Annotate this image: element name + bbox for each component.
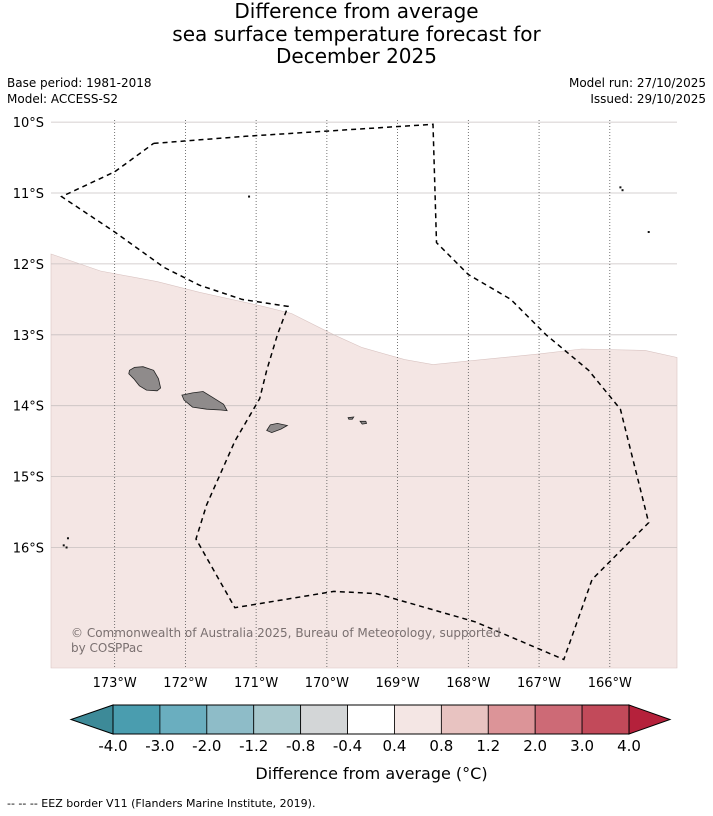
lon-tick-label: 168°W [446, 676, 490, 691]
colorbar-bin [300, 704, 348, 735]
island-upolu [181, 391, 228, 412]
colorbar-tick-label: -3.0 [145, 737, 174, 755]
colorbar-bin [394, 704, 442, 735]
island-tutuila [266, 422, 289, 434]
islet [647, 231, 650, 234]
issued-date: Issued: 29/10/2025 [590, 92, 706, 106]
colorbar-tick-label: 0.8 [429, 737, 453, 755]
colorbar-tick-label: -1.2 [239, 737, 268, 755]
islands [62, 186, 650, 549]
colorbar-tick-label: -0.8 [286, 737, 315, 755]
island-tau [359, 420, 368, 425]
chart-title: Difference from average sea surface temp… [0, 0, 713, 68]
colorbar-high-extend [628, 704, 672, 735]
colorbar-bin [347, 704, 395, 735]
axis-tick-labels: 10°S 11°S 12°S 13°S 14°S 15°S 16°S 173°W 172°W 17… [13, 116, 632, 691]
colorbar-bin [206, 704, 255, 735]
colorbar-bin [112, 704, 161, 735]
colorbar-tick-label: 3.0 [570, 737, 594, 755]
lat-tick-label: 12°S [13, 258, 44, 273]
colorbar-bin [581, 704, 630, 735]
colorbar-label: Difference from average (°C) [255, 764, 488, 783]
lat-tick-label: 15°S [13, 471, 44, 486]
colorbar-tick-label: -2.0 [192, 737, 221, 755]
eez-footnote: -- -- -- EEZ border V11 (Flanders Marine… [7, 797, 316, 810]
colorbar-tick-label: 1.2 [476, 737, 500, 755]
lon-tick-label: 169°W [376, 676, 420, 691]
run-info-left: Base period: 1981-2018 Model: ACCESS-S2 [7, 75, 152, 107]
lat-tick-label: 11°S [13, 187, 44, 202]
islet [62, 544, 65, 547]
lon-tick-label: 172°W [163, 676, 207, 691]
islet [65, 546, 68, 549]
copyright-notice: © Commonwealth of Australia 2025, Bureau… [71, 626, 501, 655]
colorbar: -4.0 -3.0 -2.0 -1.2 -0.8 -0.4 0.4 0.8 1.2 2.0 3.0 4… [69, 704, 672, 755]
lat-tick-label: 13°S [13, 329, 44, 344]
colorbar-low-extend [69, 704, 114, 735]
colorbar-tick-label: 0.4 [383, 737, 407, 755]
colorbar-bin [253, 704, 302, 735]
lon-tick-label: 166°W [588, 676, 632, 691]
lat-tick-label: 16°S [13, 541, 44, 556]
base-period: Base period: 1981-2018 [7, 76, 152, 90]
lat-tick-label: 14°S [13, 400, 44, 415]
islet [621, 189, 624, 192]
title-line-3: December 2025 [276, 44, 437, 68]
colorbar-bin [534, 704, 583, 735]
colorbar-tick-label: 4.0 [617, 737, 641, 755]
colorbar-tick-label: -4.0 [98, 737, 127, 755]
colorbar-bin [487, 704, 536, 735]
colorbar-tick-label: -0.4 [333, 737, 362, 755]
lon-tick-label: 173°W [93, 676, 137, 691]
island-ofu-olosega [347, 416, 355, 420]
island-savaii [128, 366, 162, 392]
lon-tick-label: 167°W [517, 676, 561, 691]
colorbar-outline [112, 704, 630, 735]
colorbar-tick-label: 2.0 [523, 737, 547, 755]
islet [619, 186, 622, 189]
lat-tick-label: 10°S [13, 116, 44, 131]
graticule [51, 120, 677, 668]
islet [248, 195, 251, 198]
model-run-date: Model run: 27/10/2025 [568, 76, 706, 90]
colorbar-bin [159, 704, 208, 735]
colorbar-bin [440, 704, 489, 735]
model-name: Model: ACCESS-S2 [7, 92, 119, 106]
title-line-2: sea surface temperature forecast for [172, 21, 541, 46]
lon-tick-label: 170°W [305, 676, 349, 691]
lon-tick-label: 171°W [234, 676, 278, 691]
title-line-1: Difference from average [234, 0, 479, 23]
islet [66, 537, 69, 540]
eez-border [60, 123, 650, 661]
run-info-right: Model run: 27/10/2025 Issued: 29/10/2025 [569, 75, 706, 107]
anomaly-region [50, 253, 678, 669]
